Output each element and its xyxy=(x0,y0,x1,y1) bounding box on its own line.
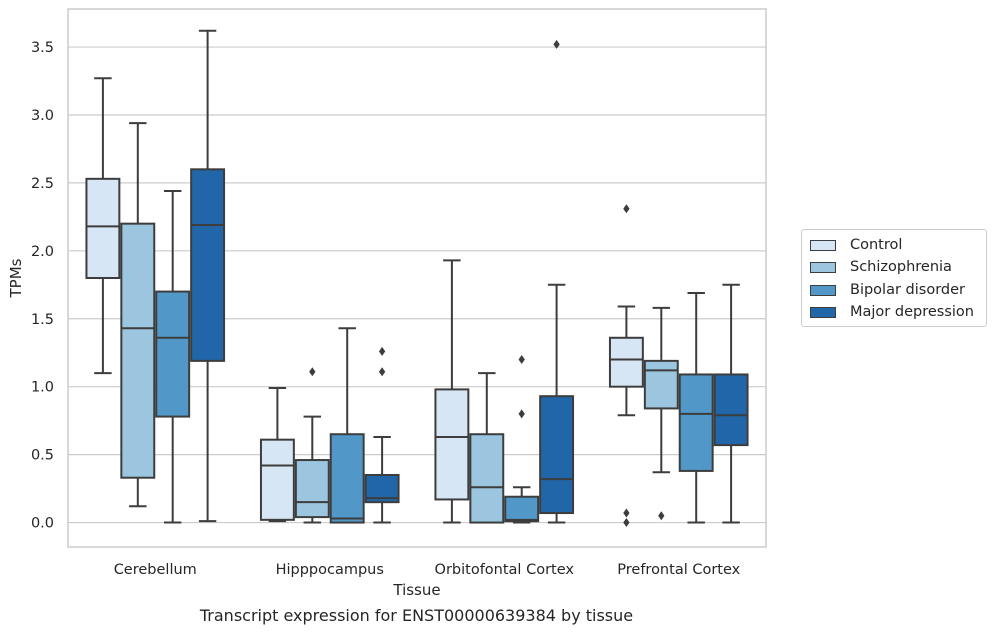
legend-item-control: Control xyxy=(810,235,902,255)
box xyxy=(608,336,644,388)
box-group xyxy=(469,372,505,524)
y-tick-labels: 0.0 0.5 1.0 1.5 2.0 2.5 3.0 3.5 xyxy=(31,40,54,532)
y-tick-label: 1.0 xyxy=(31,380,54,396)
legend-swatch-control xyxy=(810,239,836,251)
outlier-point xyxy=(378,367,386,377)
y-tick-label: 2.5 xyxy=(31,176,54,192)
box-group xyxy=(259,387,295,523)
outlier-point xyxy=(378,346,386,356)
box xyxy=(678,373,714,472)
legend-swatch-bipolar-disorder xyxy=(810,284,836,296)
outlier-point xyxy=(309,367,316,377)
y-tick-label: 3.0 xyxy=(31,108,54,124)
box-group xyxy=(713,283,749,524)
outlier-point xyxy=(623,204,630,214)
box-group xyxy=(678,291,714,524)
box-group xyxy=(329,327,365,524)
box-group xyxy=(504,355,540,524)
box xyxy=(643,359,679,410)
x-tick-label: Orbitofontal Cortex xyxy=(435,562,575,578)
outlier-point xyxy=(623,518,630,528)
y-tick-label: 3.5 xyxy=(31,40,54,56)
x-axis-label: Tissue xyxy=(392,581,440,599)
y-tick-label: 2.0 xyxy=(31,244,54,260)
box-group xyxy=(85,77,121,375)
figure-caption: Transcript expression for ENST0000063938… xyxy=(199,606,634,625)
box xyxy=(190,168,226,362)
plot-frame xyxy=(67,8,767,548)
box-group xyxy=(120,122,156,508)
box-group xyxy=(434,259,470,524)
y-tick-label: 0.5 xyxy=(31,448,54,464)
legend-swatch-schizophrenia xyxy=(810,261,836,273)
x-tick-label: Prefrontal Cortex xyxy=(617,562,740,578)
box-group xyxy=(294,367,330,524)
legend-label-major-depression: Major depression xyxy=(850,304,974,320)
box-group xyxy=(364,346,400,524)
box xyxy=(294,459,330,519)
box-group xyxy=(539,39,575,524)
box-group xyxy=(190,29,226,523)
outlier-point xyxy=(518,409,525,419)
legend: Control Schizophrenia Bipolar disorder M… xyxy=(801,229,987,327)
boxes xyxy=(85,29,749,528)
legend-label-bipolar-disorder: Bipolar disorder xyxy=(850,282,965,298)
box xyxy=(85,177,121,279)
box xyxy=(713,373,749,447)
legend-swatch-major-depression xyxy=(810,306,836,318)
box xyxy=(329,433,365,524)
y-tick-label: 1.5 xyxy=(31,312,54,328)
legend-item-bipolar-disorder: Bipolar disorder xyxy=(810,280,965,300)
box xyxy=(259,438,295,521)
box-group xyxy=(643,306,679,521)
y-tick-label: 0.0 xyxy=(31,516,54,532)
legend-item-schizophrenia: Schizophrenia xyxy=(810,257,952,277)
legend-label-control: Control xyxy=(850,237,903,253)
box xyxy=(155,290,191,418)
x-tick-label: Cerebellum xyxy=(114,562,197,578)
outlier-point xyxy=(623,508,630,518)
box xyxy=(539,395,575,515)
x-tick-labels: Cerebellum Hipppocampus Orbitofontal Corte… xyxy=(114,562,741,578)
legend-item-major-depression: Major depression xyxy=(810,302,974,322)
box-group xyxy=(155,190,191,524)
legend-label-schizophrenia: Schizophrenia xyxy=(850,259,952,275)
outlier-point xyxy=(658,511,665,521)
box xyxy=(120,222,156,479)
outlier-point xyxy=(553,39,560,49)
outlier-point xyxy=(518,355,525,365)
x-tick-label: Hipppocampus xyxy=(276,562,384,578)
y-axis-label: TPMs xyxy=(7,258,25,298)
box xyxy=(434,388,470,501)
box xyxy=(469,433,505,524)
box-group xyxy=(608,204,644,528)
box xyxy=(504,495,540,523)
